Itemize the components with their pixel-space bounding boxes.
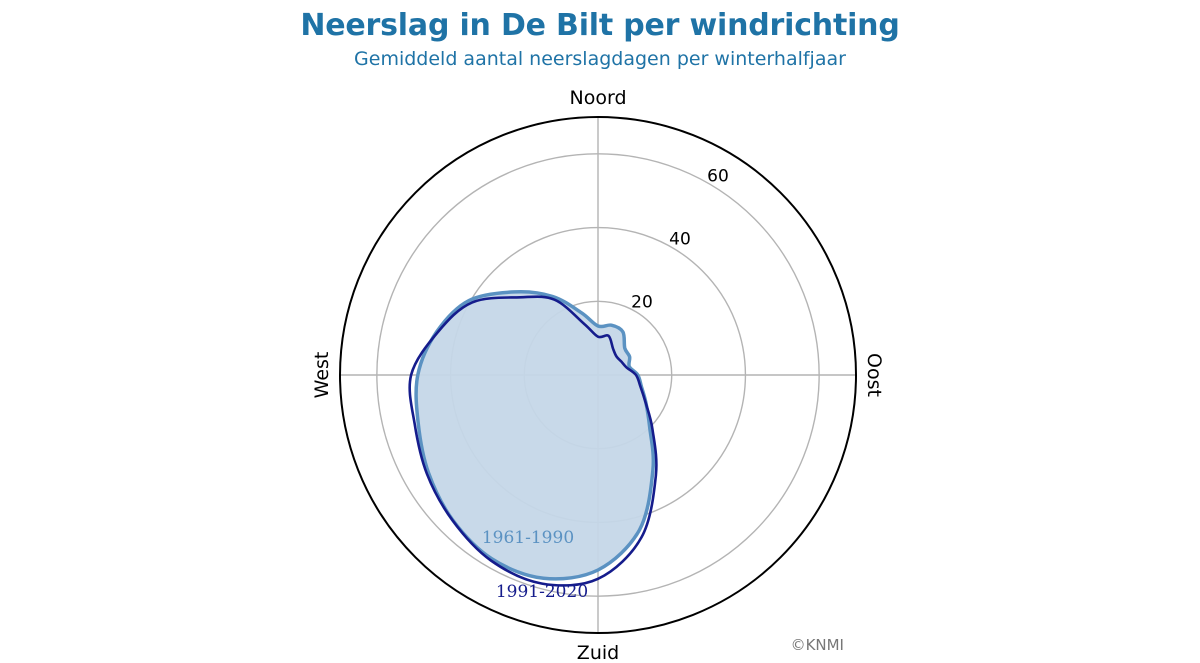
r-tick-label-20: 20 [631,293,653,313]
copyright-credit: ©KNMI [790,636,844,654]
series-layer [408,290,658,587]
direction-label-oost: Oost [863,353,885,397]
outer-ring [339,116,857,634]
r-tick-label-60: 60 [707,166,729,186]
series-area-1961-1990 [414,290,656,581]
direction-label-west: West [311,352,333,399]
direction-label-noord: Noord [570,87,627,109]
r-tick-label-40: 40 [669,230,691,250]
direction-label-zuid: Zuid [577,642,619,663]
series-label-1961-1990: 1961-1990 [482,528,574,548]
radial-ticks: 20 40 60 [631,166,729,312]
series-line-1991-2020 [408,295,658,587]
chart-subtitle: Gemiddeld aantal neerslagdagen per winte… [354,48,846,70]
series-label-1991-2020: 1991-2020 [496,582,588,602]
chart-title: Neerslag in De Bilt per windrichting [300,8,900,43]
